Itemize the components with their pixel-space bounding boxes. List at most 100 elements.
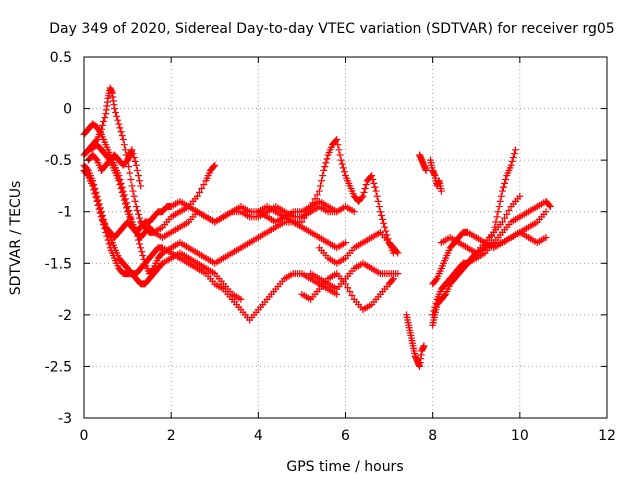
y-tick-label: -1 (58, 205, 72, 221)
data-point (323, 155, 331, 163)
data-point (115, 172, 123, 180)
data-point (105, 240, 113, 248)
y-tick-label: 0.5 (50, 50, 72, 66)
data-point (137, 182, 145, 190)
data-point (501, 214, 509, 222)
data-point (373, 192, 381, 200)
data-point (113, 112, 121, 120)
y-axis-title: SDTVAR / TECUs (8, 181, 24, 296)
data-point (117, 179, 125, 187)
data-point (139, 252, 147, 260)
data-point (119, 136, 127, 144)
data-point (136, 177, 144, 185)
series-trace-j (307, 259, 402, 293)
data-point (133, 166, 141, 174)
data-point (304, 206, 312, 214)
data-point (126, 210, 134, 218)
data-point (502, 175, 510, 183)
data-point (97, 213, 105, 221)
data-point (382, 227, 390, 235)
data-points (80, 84, 554, 370)
data-point (117, 128, 125, 136)
data-point (124, 203, 132, 211)
data-point (132, 203, 140, 211)
y-tick-label: -1.5 (45, 256, 72, 272)
data-point (372, 187, 380, 195)
data-point (130, 154, 138, 162)
data-point (121, 146, 129, 154)
data-point (542, 208, 550, 216)
data-point (336, 151, 344, 159)
data-point (128, 146, 136, 154)
data-point (509, 154, 517, 162)
data-point (114, 116, 122, 124)
data-point (374, 197, 382, 205)
data-point (507, 161, 515, 169)
y-tick-label: -0.5 (45, 153, 72, 169)
data-point (516, 192, 524, 200)
x-tick-label: 6 (341, 428, 350, 444)
chart-title: Day 349 of 2020, Sidereal Day-to-day VTE… (49, 21, 614, 37)
data-point (359, 192, 367, 200)
data-point (394, 249, 402, 257)
data-point (379, 215, 387, 223)
data-point (333, 136, 341, 144)
data-point (210, 163, 218, 171)
data-point (376, 208, 384, 216)
data-point (337, 156, 345, 164)
data-point (112, 108, 120, 116)
data-point (120, 141, 128, 149)
data-point (90, 186, 98, 194)
data-point (501, 179, 509, 187)
data-point (542, 234, 550, 241)
data-point (493, 213, 501, 221)
data-point (111, 105, 119, 113)
data-point (127, 175, 135, 183)
data-point (492, 218, 500, 226)
data-point (134, 210, 142, 218)
data-point (498, 187, 506, 195)
data-point (342, 239, 349, 247)
data-point (420, 342, 428, 350)
data-point (126, 169, 134, 177)
data-point (346, 288, 354, 296)
data-point (118, 132, 126, 140)
data-point (134, 236, 142, 244)
data-point (471, 250, 479, 258)
grid (84, 57, 607, 418)
data-point (119, 187, 127, 195)
data-point (368, 172, 376, 180)
data-point (132, 161, 140, 169)
data-point (92, 137, 100, 145)
series-trace-n (426, 156, 445, 195)
data-point (298, 218, 306, 226)
data-point (545, 201, 553, 209)
data-point (130, 192, 138, 200)
data-point (342, 280, 349, 288)
data-point (316, 182, 324, 190)
data-point (313, 191, 321, 199)
series-trace-r (455, 197, 554, 278)
data-point (322, 159, 330, 167)
data-point (307, 203, 315, 211)
data-point (121, 195, 129, 203)
data-point (332, 137, 340, 145)
data-point (116, 124, 124, 132)
data-point (129, 187, 137, 195)
data-point (361, 185, 369, 193)
data-point (211, 161, 219, 169)
data-point (497, 192, 505, 200)
data-point (300, 214, 308, 222)
data-point (92, 194, 100, 202)
x-tick-label: 12 (598, 428, 616, 444)
data-point (499, 183, 507, 191)
x-tick-label: 4 (254, 428, 263, 444)
y-tick-label: -2 (58, 308, 72, 324)
data-point (311, 195, 319, 203)
data-point (302, 210, 310, 218)
data-point (318, 177, 326, 185)
data-point (94, 201, 102, 209)
data-point (338, 160, 346, 168)
data-point (498, 218, 506, 226)
series-trace-i (315, 228, 402, 267)
